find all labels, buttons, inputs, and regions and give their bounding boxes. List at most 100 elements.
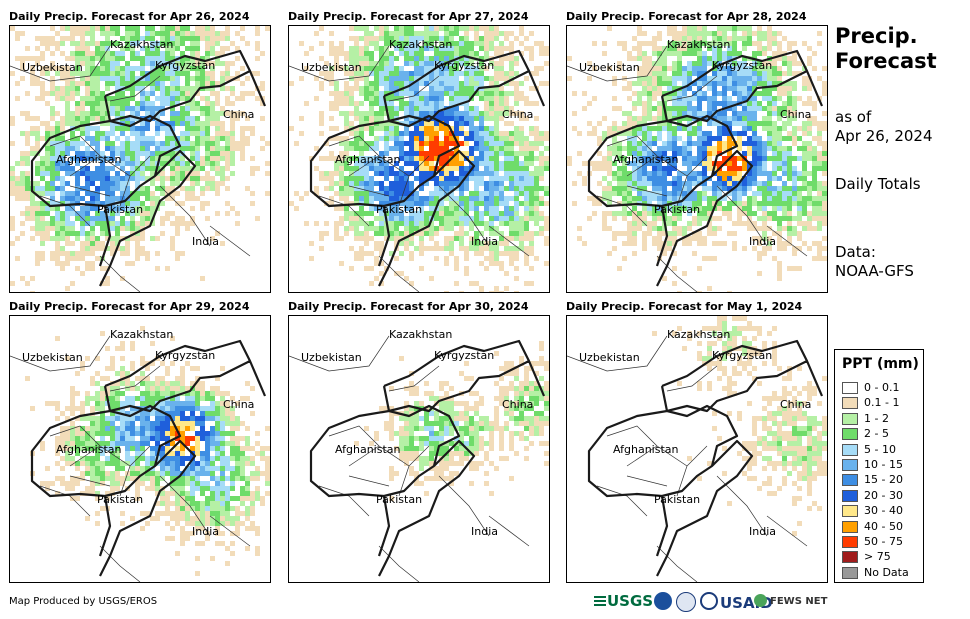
precip-cell — [519, 51, 524, 56]
precip-cell — [409, 186, 414, 191]
precip-cell — [210, 36, 215, 41]
precip-cell — [612, 191, 617, 196]
precip-cell — [175, 136, 180, 141]
precip-cell — [782, 136, 787, 141]
precip-cell — [120, 221, 125, 226]
precip-cell — [185, 226, 190, 231]
precip-cell — [727, 96, 732, 101]
precip-cell — [777, 51, 782, 56]
precip-cell — [95, 426, 100, 431]
precip-cell — [334, 191, 339, 196]
precip-cell — [50, 91, 55, 96]
precip-cell — [544, 61, 549, 66]
precip-cell — [777, 151, 782, 156]
precip-cell — [324, 61, 329, 66]
precip-cell — [235, 141, 240, 146]
precip-cell — [40, 226, 45, 231]
precip-cell — [499, 161, 504, 166]
precip-cell — [80, 271, 85, 276]
precip-cell — [519, 201, 524, 206]
precip-cell — [414, 46, 419, 51]
precip-cell — [514, 231, 519, 236]
precip-cell — [115, 66, 120, 71]
precip-cell — [160, 181, 165, 186]
precip-cell — [747, 111, 752, 116]
label-kyrgyzstan: Kyrgyzstan — [434, 59, 494, 72]
precip-cell — [95, 201, 100, 206]
precip-cell — [140, 146, 145, 151]
precip-cell — [777, 196, 782, 201]
precip-cell — [592, 131, 597, 136]
precip-cell — [384, 166, 389, 171]
precip-cell — [682, 226, 687, 231]
precip-cell — [692, 36, 697, 41]
precip-cell — [469, 41, 474, 46]
precip-cell — [140, 71, 145, 76]
precip-cell — [45, 41, 50, 46]
precip-cell — [464, 91, 469, 96]
precip-cell — [647, 111, 652, 116]
precip-cell — [419, 71, 424, 76]
precip-cell — [597, 181, 602, 186]
precip-cell — [65, 91, 70, 96]
precip-cell — [439, 81, 444, 86]
precip-cell — [577, 236, 582, 241]
precip-cell — [100, 151, 105, 156]
precip-cell — [135, 231, 140, 236]
precip-cell — [359, 46, 364, 51]
precip-cell — [499, 196, 504, 201]
precip-cell — [434, 241, 439, 246]
precip-cell — [822, 181, 827, 186]
precip-cell — [434, 26, 439, 31]
precip-cell — [215, 126, 220, 131]
precip-cell — [747, 151, 752, 156]
precip-cell — [439, 61, 444, 66]
precip-cell — [807, 246, 812, 251]
precip-cell — [190, 51, 195, 56]
precip-cell — [150, 56, 155, 61]
precip-cell — [135, 56, 140, 61]
precip-cell — [484, 166, 489, 171]
precip-cell — [389, 166, 394, 171]
precip-cell — [55, 66, 60, 71]
precip-cell — [702, 91, 707, 96]
precip-cell — [652, 81, 657, 86]
precip-cell — [50, 251, 55, 256]
precip-cell — [504, 81, 509, 86]
precip-cell — [464, 246, 469, 251]
precip-cell — [429, 131, 434, 136]
precip-cell — [444, 91, 449, 96]
precip-cell — [489, 191, 494, 196]
precip-cell — [75, 496, 80, 501]
precip-cell — [627, 231, 632, 236]
precip-cell — [529, 206, 534, 211]
precip-cell — [444, 141, 449, 146]
precip-cell — [80, 31, 85, 36]
precip-cell — [672, 81, 677, 86]
precip-cell — [35, 211, 40, 216]
precip-cell — [474, 141, 479, 146]
precip-cell — [170, 41, 175, 46]
precip-cell — [65, 211, 70, 216]
precip-cell — [592, 66, 597, 71]
precip-cell — [95, 126, 100, 131]
precip-cell — [752, 91, 757, 96]
precip-cell — [802, 81, 807, 86]
precip-cell — [414, 66, 419, 71]
precip-cell — [587, 121, 592, 126]
precip-cell — [489, 166, 494, 171]
precip-cell — [494, 106, 499, 111]
precip-cell — [464, 251, 469, 256]
precip-cell — [499, 106, 504, 111]
precip-cell — [235, 211, 240, 216]
precip-cell — [40, 36, 45, 41]
precip-cell — [110, 131, 115, 136]
precip-cell — [170, 161, 175, 166]
precip-cell — [394, 46, 399, 51]
precip-cell — [225, 36, 230, 41]
precip-cell — [145, 61, 150, 66]
precip-cell — [722, 56, 727, 61]
precip-cell — [185, 176, 190, 181]
precip-cell — [90, 226, 95, 231]
precip-cell — [514, 151, 519, 156]
